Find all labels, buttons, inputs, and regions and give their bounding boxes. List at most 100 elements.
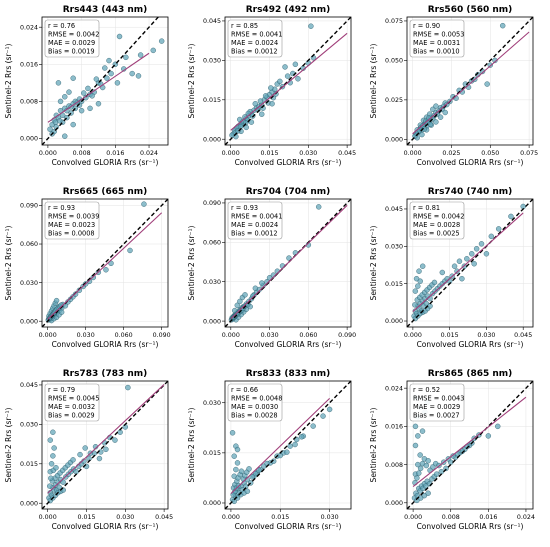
y-tick-label: 0.016 (20, 62, 38, 69)
data-point (116, 33, 123, 40)
data-point (425, 490, 431, 496)
data-point (417, 465, 424, 472)
data-point (433, 471, 440, 477)
panel-title: Rrs833 (833 nm) (246, 369, 331, 379)
y-tick-label: 0.000 (385, 500, 403, 507)
data-point (427, 121, 434, 128)
y-tick-label: 0.030 (203, 400, 221, 407)
stats-line: Bias = 0.0028 (231, 412, 278, 420)
stats-box (409, 19, 465, 58)
data-point (246, 466, 252, 472)
x-tick-label: 0.090 (338, 332, 356, 339)
data-point (259, 111, 265, 117)
panel-title: Rrs740 (740 nm) (428, 187, 513, 197)
one-to-one-line (42, 381, 168, 509)
one-to-one-line (407, 199, 533, 327)
data-point (415, 283, 421, 289)
data-point (70, 121, 76, 128)
data-point (492, 57, 498, 64)
stats-line: MAE = 0.0028 (413, 221, 460, 229)
y-axis-label: Sentinel-2 Rrs (sr⁻¹) (369, 44, 378, 119)
y-axis-label: Sentinel-2 Rrs (sr⁻¹) (187, 408, 196, 483)
data-point (89, 93, 95, 99)
plot-frame (41, 16, 169, 146)
x-tick-label: 0.090 (153, 332, 171, 339)
x-tick-label: 0.000 (39, 150, 57, 157)
y-tick-label: 0.015 (203, 450, 221, 457)
stats-box (44, 19, 100, 58)
data-point (419, 263, 426, 269)
data-point (284, 73, 291, 79)
data-point (439, 269, 445, 276)
data-point (412, 442, 419, 449)
data-point (47, 126, 53, 132)
data-point (96, 455, 103, 462)
x-axis-label: Convolved GLORIA Rrs (sr⁻¹) (52, 340, 159, 349)
data-point (423, 300, 430, 307)
x-axis-label: Convolved GLORIA Rrs (sr⁻¹) (417, 340, 524, 349)
stats-line: Bias = 0.0010 (413, 48, 460, 56)
stats-line: MAE = 0.0032 (48, 403, 95, 411)
data-point (456, 258, 463, 264)
stats-line: RMSE = 0.0042 (48, 31, 99, 39)
data-point (508, 213, 514, 220)
data-point (433, 119, 439, 125)
stats-line: r = 0.93 (48, 204, 75, 212)
data-point (442, 109, 448, 116)
data-point (234, 302, 240, 309)
data-point (87, 105, 93, 112)
x-tick-label: 0.030 (321, 514, 339, 521)
data-point (50, 429, 56, 435)
x-tick-label: 0.015 (271, 514, 289, 521)
data-point (62, 94, 68, 100)
stats-line: RMSE = 0.0045 (48, 395, 99, 403)
data-point (431, 279, 438, 286)
data-point (292, 61, 299, 68)
stats-box (227, 201, 283, 240)
y-tick-label: 0.000 (20, 500, 38, 507)
y-tick-label: 0.008 (20, 99, 38, 106)
data-point (78, 107, 85, 114)
stats-line: r = 0.90 (413, 22, 440, 30)
stats-line: MAE = 0.0031 (413, 39, 460, 47)
y-axis-label: Sentinel-2 Rrs (sr⁻¹) (187, 226, 196, 301)
x-axis-label: Convolved GLORIA Rrs (sr⁻¹) (52, 158, 159, 167)
data-point (286, 255, 292, 261)
x-axis-label: Convolved GLORIA Rrs (sr⁻¹) (235, 158, 342, 167)
data-point (53, 465, 59, 471)
data-point (125, 384, 131, 391)
data-point (419, 131, 425, 138)
scatter-panel: 0.000 0.015 0.030 0.045 0.000 0.015 0.030 0.045… (369, 187, 534, 349)
scatter-panel: 0.000 0.030 0.060 0.090 0.000 0.030 0.060 0.090… (4, 187, 171, 349)
x-tick-label: 0.016 (479, 514, 497, 521)
scatter-panel: 0.000 0.015 0.030 0.045 0.000 0.015 0.030 0.045… (4, 369, 173, 531)
data-point (70, 75, 76, 81)
data-point (421, 492, 428, 499)
stats-box (44, 201, 100, 240)
x-tick-label: 0.030 (261, 332, 279, 339)
data-point (484, 81, 490, 87)
plot-frame (41, 380, 169, 510)
data-point (72, 291, 79, 297)
stats-box (409, 383, 465, 422)
stats-line: RMSE = 0.0039 (48, 213, 99, 221)
stats-line: RMSE = 0.0043 (413, 395, 464, 403)
data-point (108, 70, 114, 77)
data-point (419, 428, 426, 434)
data-point (127, 247, 133, 254)
data-point (57, 98, 64, 105)
regression-line (412, 212, 524, 312)
panel-title: Rrs783 (783 nm) (63, 369, 148, 379)
panel-title: Rrs492 (492 nm) (246, 5, 331, 15)
stats-line: MAE = 0.0023 (48, 221, 95, 229)
x-tick-label: 0.000 (222, 332, 240, 339)
data-point (451, 263, 458, 269)
stats-line: RMSE = 0.0041 (231, 31, 282, 39)
data-point (135, 73, 142, 79)
stats-line: RMSE = 0.0053 (413, 31, 464, 39)
panel-title: Rrs443 (443 nm) (63, 5, 148, 15)
data-point (292, 441, 298, 448)
data-point (495, 423, 501, 430)
data-point (112, 437, 118, 443)
data-point (417, 278, 423, 284)
